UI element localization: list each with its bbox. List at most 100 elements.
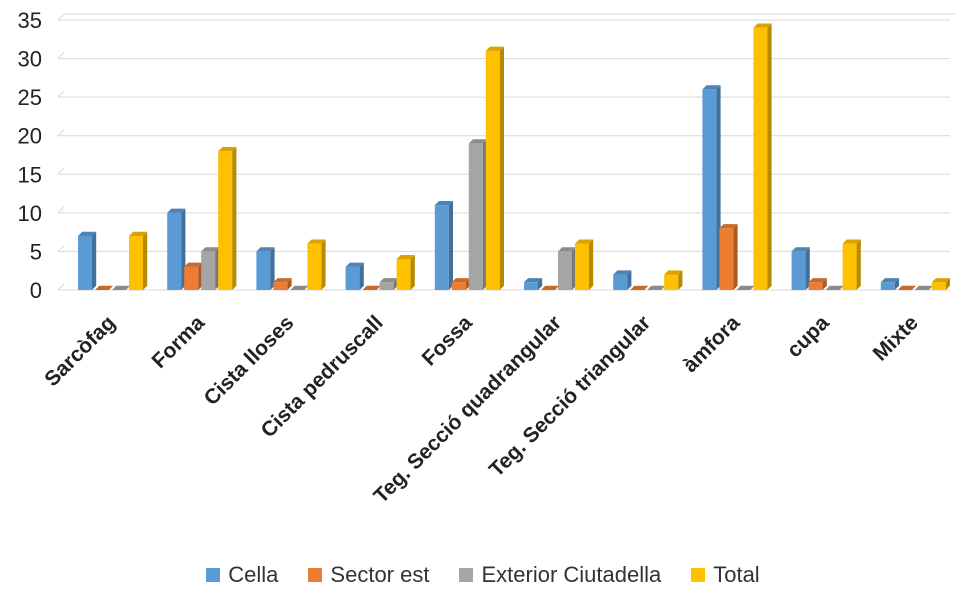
bar xyxy=(396,259,411,290)
bar-top xyxy=(78,231,97,236)
bar xyxy=(451,282,466,290)
gridline-depth xyxy=(57,13,65,21)
bar-side xyxy=(499,46,504,291)
bar-side xyxy=(733,224,738,290)
bar-top xyxy=(112,285,131,290)
x-category-label: Teg. Secció quadrangular xyxy=(369,311,566,508)
bar xyxy=(753,27,768,290)
bar-top xyxy=(914,285,933,290)
x-category-label: Cista lloses xyxy=(200,311,299,410)
gridline-depth xyxy=(57,90,65,98)
bar-side xyxy=(448,200,453,290)
legend-label: Exterior Ciutadella xyxy=(481,562,662,587)
bar-top xyxy=(630,285,649,290)
bar-top xyxy=(647,285,666,290)
bar-side xyxy=(359,262,364,290)
legend-swatch xyxy=(459,568,474,582)
bar xyxy=(167,212,182,290)
bar xyxy=(379,282,394,290)
bar-side xyxy=(945,278,950,290)
legend-swatch xyxy=(206,568,221,582)
legend-swatch xyxy=(691,568,706,582)
bar xyxy=(524,282,538,290)
x-category-label: Mixte xyxy=(869,311,923,365)
bar-top xyxy=(273,278,292,283)
y-tick-label: 5 xyxy=(30,239,42,264)
bar-top xyxy=(201,247,220,252)
bar-side xyxy=(287,278,292,290)
bar-top xyxy=(167,208,186,213)
bar-top xyxy=(290,285,309,290)
bar-top xyxy=(791,247,810,252)
bar-top xyxy=(468,139,487,144)
bar-side xyxy=(894,278,899,290)
bar-top xyxy=(184,262,203,267)
bar xyxy=(307,243,322,290)
bar-side xyxy=(678,270,683,290)
bar-top xyxy=(451,278,470,283)
bar-top xyxy=(719,224,738,229)
bar-top xyxy=(541,285,560,290)
bar-side xyxy=(589,239,594,290)
bar-top xyxy=(897,285,916,290)
x-category-label: àmfora xyxy=(679,311,745,377)
bar xyxy=(719,228,734,290)
bar-side xyxy=(822,278,827,290)
bar-side xyxy=(856,239,861,290)
y-tick-label: 25 xyxy=(18,85,42,110)
bar xyxy=(78,236,92,290)
bar-top xyxy=(434,200,453,206)
gridline-depth xyxy=(57,167,65,175)
legend-item: Sector est xyxy=(308,562,429,588)
bar-side xyxy=(410,254,415,290)
y-tick-label: 20 xyxy=(18,124,42,149)
bar-top xyxy=(702,85,721,90)
bar-top xyxy=(396,254,415,260)
bar-side xyxy=(92,231,97,290)
legend-label: Cella xyxy=(228,562,279,587)
legend-item: Total xyxy=(691,562,760,588)
bar-side xyxy=(270,247,275,290)
bar-top xyxy=(931,278,950,283)
bar xyxy=(558,251,572,290)
bar-side xyxy=(232,146,237,290)
bar-top xyxy=(218,146,237,152)
bar-side xyxy=(627,270,632,290)
bar xyxy=(468,143,483,290)
bar-top xyxy=(880,278,899,283)
bar xyxy=(664,274,679,290)
chart-legend: Cella Sector est Exterior Ciutadella Total xyxy=(0,562,966,588)
bar-top xyxy=(524,278,543,283)
bar xyxy=(129,236,143,290)
bar xyxy=(218,151,233,290)
y-tick-label: 30 xyxy=(18,47,42,72)
bar xyxy=(880,282,895,290)
bar xyxy=(575,243,589,290)
legend-swatch xyxy=(308,568,323,582)
bar-top xyxy=(485,46,504,51)
bar-top xyxy=(753,23,772,28)
x-category-label: Teg. Secció triangular xyxy=(485,311,655,481)
bar-side xyxy=(143,231,148,290)
y-tick-label: 35 xyxy=(18,8,42,33)
gridline-depth xyxy=(57,283,65,291)
bar-top xyxy=(842,239,861,244)
bar xyxy=(184,266,199,290)
legend-item: Cella xyxy=(206,562,278,588)
bar-top xyxy=(825,285,844,290)
bar-top xyxy=(307,239,326,244)
bar-top xyxy=(808,278,827,283)
gridline-depth xyxy=(57,129,65,137)
bar-top xyxy=(664,270,683,275)
bar-top xyxy=(345,262,364,267)
bar-top xyxy=(95,285,114,290)
bar xyxy=(842,243,857,290)
gridline-depth xyxy=(57,206,65,214)
bar xyxy=(434,205,449,290)
bar xyxy=(808,282,823,290)
bar-top xyxy=(613,270,632,275)
bar-top xyxy=(256,247,275,252)
bar xyxy=(613,274,628,290)
bar xyxy=(345,266,360,290)
y-tick-label: 10 xyxy=(18,201,42,226)
